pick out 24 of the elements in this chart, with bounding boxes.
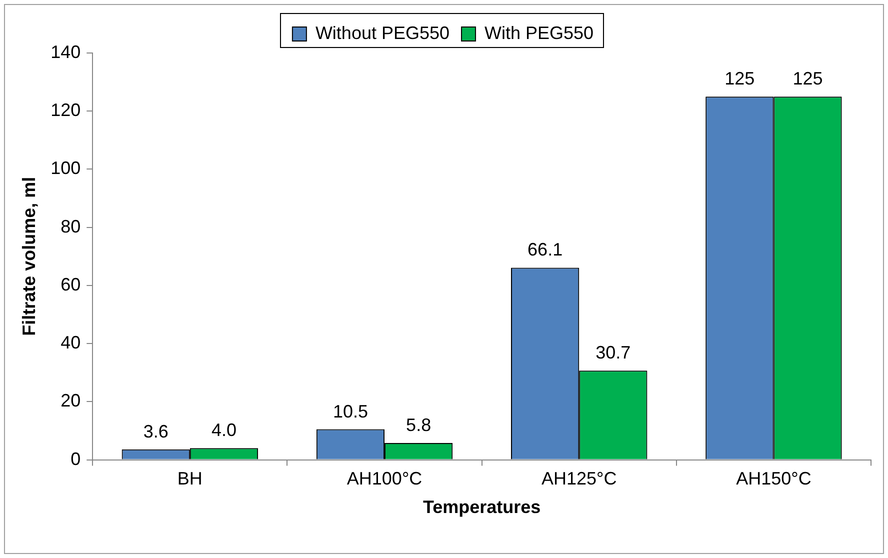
y-tick-label: 120 (50, 100, 81, 120)
x-tick-label: AH125°C (541, 468, 617, 489)
data-label: 3.6 (143, 421, 168, 442)
y-tick-label: 140 (50, 42, 81, 62)
legend-label: Without PEG550 (315, 22, 450, 43)
data-label: 125 (724, 68, 755, 89)
y-tick-label: 20 (60, 390, 81, 411)
data-label: 5.8 (406, 414, 432, 435)
y-tick-label: 100 (50, 158, 81, 178)
data-label: 10.5 (332, 401, 368, 422)
data-label: 66.1 (528, 240, 563, 260)
y-tick-label: 0 (70, 448, 81, 469)
legend-label: With PEG550 (484, 22, 594, 43)
y-tick-label: 40 (60, 332, 81, 353)
x-axis-title: Temperatures (422, 497, 541, 518)
x-tick-label: AH150°C (736, 468, 812, 489)
data-label: 4.0 (211, 420, 236, 440)
y-tick-label: 80 (60, 216, 81, 236)
data-label: 125 (792, 68, 823, 89)
x-tick-label: AH100°C (346, 468, 422, 489)
y-tick-label: 60 (60, 274, 81, 294)
data-label: 30.7 (596, 342, 631, 363)
y-axis-title: Filtrate volume, ml (18, 176, 39, 336)
x-tick-label: BH (177, 468, 202, 489)
